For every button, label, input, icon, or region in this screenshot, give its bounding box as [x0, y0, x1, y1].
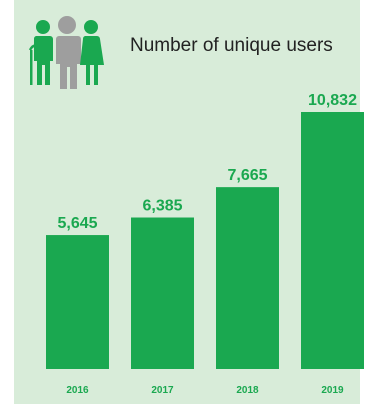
x-tick-2019: 2019: [321, 385, 344, 396]
x-tick-2018: 2018: [236, 385, 259, 396]
x-tick-2016: 2016: [66, 385, 89, 396]
x-tick-2017: 2017: [151, 385, 174, 396]
people-group-icon: [28, 16, 104, 89]
value-label-2019: 10,832: [308, 92, 357, 109]
value-label-2018: 7,665: [227, 167, 267, 184]
chart-title: Number of unique users: [130, 35, 333, 56]
bar-2019: [301, 112, 364, 369]
bar-2018: [216, 187, 279, 369]
bar-2016: [46, 235, 109, 369]
bars-group: 5,645 2016 6,385 2017 7,665 2018 10,832 2019: [46, 92, 364, 396]
value-label-2017: 6,385: [142, 198, 182, 215]
value-label-2016: 5,645: [57, 215, 97, 232]
bar-2017: [131, 217, 194, 369]
